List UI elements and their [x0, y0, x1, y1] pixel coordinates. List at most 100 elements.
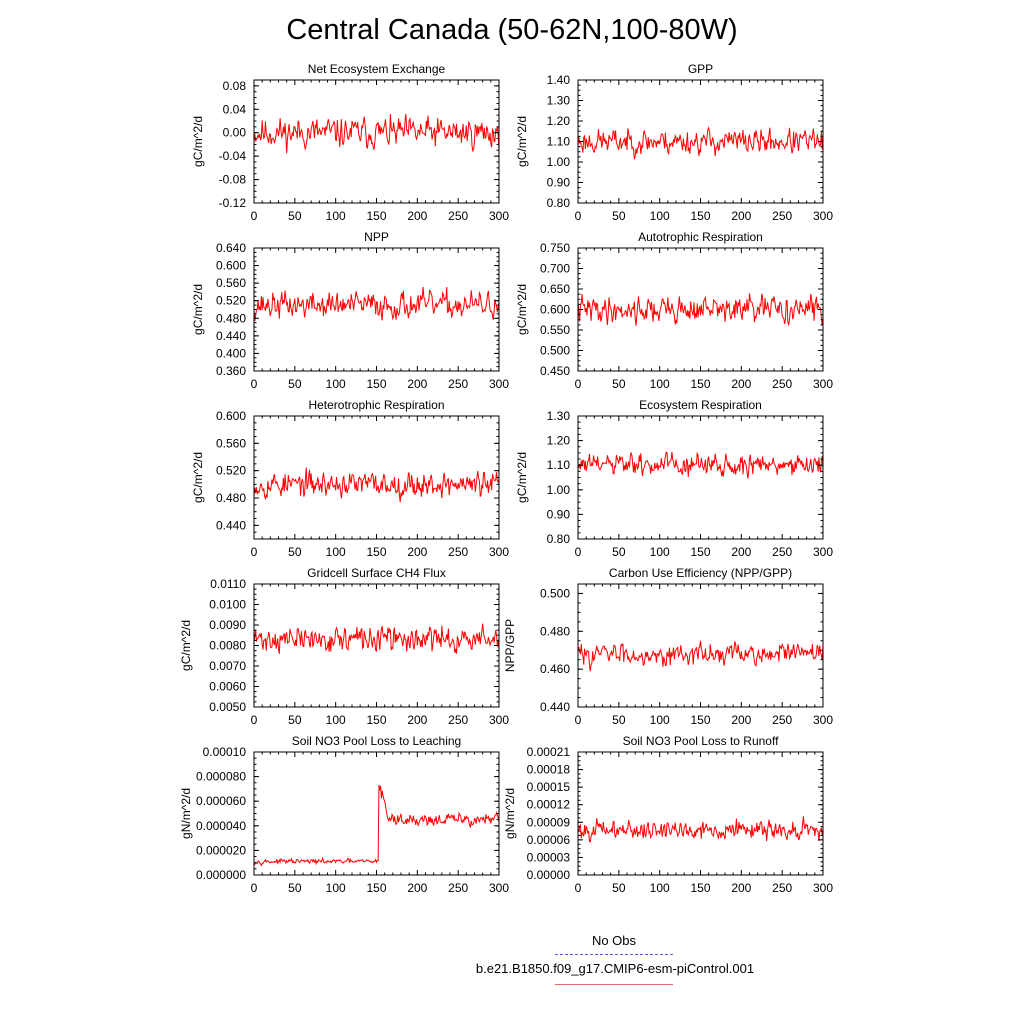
data-line [253, 623, 500, 654]
x-tick-label: 100 [650, 377, 670, 391]
x-tick-label: 50 [288, 377, 302, 391]
panel-title: Carbon Use Efficiency (NPP/GPP) [609, 566, 792, 580]
y-tick-label: 1.30 [547, 409, 571, 423]
x-tick-label: 300 [489, 377, 509, 391]
y-tick-label: 0.450 [540, 364, 570, 378]
y-tick-label: -0.12 [219, 196, 247, 210]
y-tick-label: 1.10 [547, 458, 571, 472]
data-line [577, 640, 824, 672]
x-tick-label: 100 [326, 713, 346, 727]
y-tick-label: 0.0060 [209, 680, 246, 694]
panel-title: Soil NO3 Pool Loss to Leaching [292, 734, 461, 748]
y-tick-label: 0.440 [216, 518, 246, 532]
y-tick-label: 0.0110 [210, 577, 246, 591]
x-tick-label: 150 [366, 545, 386, 559]
y-tick-label: 0.80 [547, 532, 571, 546]
x-tick-label: 200 [407, 545, 427, 559]
y-tick-label: 1.20 [547, 434, 571, 448]
y-axis-label: gN/m^2/d [503, 788, 517, 839]
x-tick-label: 250 [772, 209, 792, 223]
y-tick-label: 0.0070 [209, 659, 246, 673]
y-tick-label: 0.500 [540, 344, 570, 358]
panel-title: Gridcell Surface CH4 Flux [307, 566, 446, 580]
y-tick-label: 1.40 [547, 73, 571, 87]
y-tick-label: 1.20 [547, 114, 571, 128]
y-tick-label: 0.0080 [209, 639, 246, 653]
y-tick-label: 0.04 [223, 102, 247, 116]
y-tick-label: 0.000080 [196, 770, 246, 784]
y-tick-label: -0.08 [219, 173, 247, 187]
x-tick-label: 150 [366, 377, 386, 391]
legend-model-label: b.e21.B1850.f09_g17.CMIP6-esm-piControl.… [475, 961, 755, 976]
y-tick-label: 0.0050 [209, 700, 246, 714]
x-tick-label: 150 [366, 209, 386, 223]
data-line [253, 784, 500, 867]
x-tick-label: 50 [612, 377, 626, 391]
legend-obs-label: No Obs [591, 933, 637, 948]
data-line [577, 816, 824, 843]
y-axis-label: NPP/GPP [503, 619, 517, 672]
y-tick-label: 0.560 [216, 276, 246, 290]
y-tick-label: 1.30 [547, 94, 571, 108]
panel-title: Ecosystem Respiration [639, 398, 762, 412]
y-tick-label: 0.000000 [196, 868, 246, 882]
y-tick-label: 0.000040 [196, 819, 246, 833]
y-tick-label: 0.00003 [527, 850, 571, 864]
x-tick-label: 200 [407, 377, 427, 391]
x-tick-label: 250 [448, 545, 468, 559]
data-line [577, 293, 824, 327]
y-tick-label: 0.600 [216, 259, 246, 273]
x-tick-label: 0 [575, 377, 582, 391]
x-tick-label: 0 [575, 881, 582, 895]
plot-frame [253, 751, 500, 876]
x-tick-label: 0 [251, 545, 258, 559]
y-tick-label: 0.00000 [527, 868, 571, 882]
y-tick-label: 0.480 [216, 491, 246, 505]
y-tick-label: 0.360 [216, 364, 246, 378]
y-tick-label: 0.440 [216, 329, 246, 343]
y-tick-label: 0.000060 [196, 794, 246, 808]
x-tick-label: 100 [650, 545, 670, 559]
main-title: Central Canada (50-62N,100-80W) [286, 14, 738, 46]
y-tick-label: 0.560 [216, 436, 246, 450]
x-tick-label: 150 [366, 881, 386, 895]
x-tick-label: 100 [326, 377, 346, 391]
y-tick-label: 0.750 [540, 241, 570, 255]
data-line [253, 467, 500, 503]
x-tick-label: 250 [772, 545, 792, 559]
y-tick-label: 0.08 [223, 79, 247, 93]
y-tick-label: 0.0090 [209, 618, 246, 632]
y-tick-label: 0.90 [547, 507, 571, 521]
x-tick-label: 200 [407, 881, 427, 895]
x-tick-label: 50 [288, 713, 302, 727]
plot-frame [253, 415, 500, 540]
x-tick-label: 200 [731, 881, 751, 895]
y-axis-label: gN/m^2/d [179, 788, 193, 839]
y-tick-label: 0.00021 [527, 745, 571, 759]
y-tick-label: 0.00010 [203, 745, 247, 759]
x-tick-label: 50 [612, 713, 626, 727]
data-line [577, 451, 824, 479]
x-tick-label: 300 [813, 209, 833, 223]
x-tick-label: 300 [489, 209, 509, 223]
y-tick-label: 0.000020 [196, 843, 246, 857]
x-tick-label: 100 [326, 209, 346, 223]
x-tick-label: 200 [731, 713, 751, 727]
y-tick-label: 1.10 [547, 135, 571, 149]
x-tick-label: 300 [813, 545, 833, 559]
x-tick-label: 150 [690, 209, 710, 223]
x-tick-label: 150 [690, 881, 710, 895]
x-tick-label: 0 [251, 713, 258, 727]
plot-frame [577, 415, 824, 540]
x-tick-label: 200 [731, 209, 751, 223]
x-tick-label: 300 [489, 881, 509, 895]
panel-title: Net Ecosystem Exchange [308, 62, 446, 76]
y-tick-label: 0.80 [547, 196, 571, 210]
x-tick-label: 100 [650, 713, 670, 727]
panel-title: Heterotrophic Respiration [308, 398, 444, 412]
y-tick-label: 0.500 [540, 586, 570, 600]
y-tick-label: -0.04 [219, 149, 247, 163]
panel-title: Autotrophic Respiration [638, 230, 763, 244]
x-tick-label: 250 [772, 881, 792, 895]
x-tick-label: 50 [612, 881, 626, 895]
